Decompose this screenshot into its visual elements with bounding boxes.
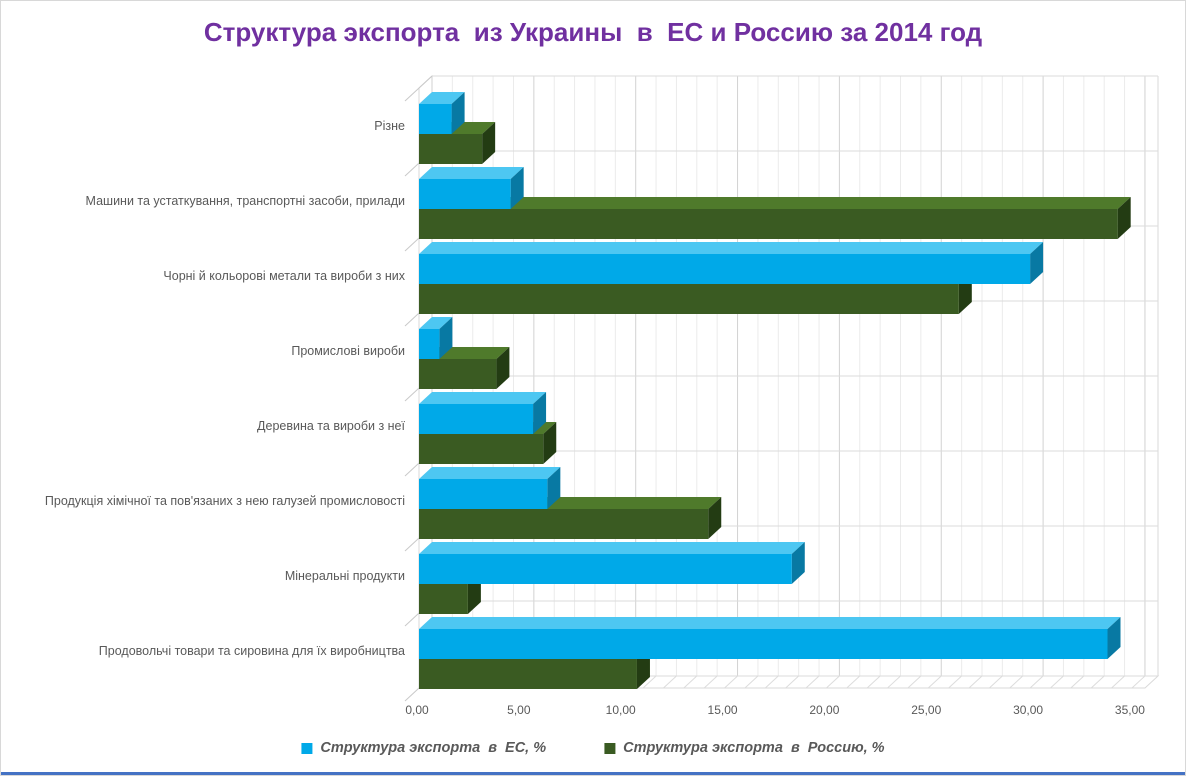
category-label: Чорні й кольорові метали та вироби з них [163, 268, 405, 283]
bars [419, 92, 1131, 689]
legend-item-russia: Структура экспорта в Россию, % [604, 740, 885, 756]
category-label: Мінеральні продукти [284, 568, 405, 583]
bottom-accent-line [1, 772, 1185, 775]
category-label: Продовольчі товари та сировина для їх ви… [98, 643, 405, 658]
category-label: Машини та устаткування, транспортні засо… [85, 193, 405, 208]
category-label: Деревина та вироби з неї [257, 418, 405, 433]
legend: Структура экспорта в ЕС, % Структура экс… [301, 740, 885, 756]
legend-label-russia: Структура экспорта в Россию, % [623, 740, 885, 756]
legend-label-eu: Структура экспорта в ЕС, % [320, 740, 547, 756]
bar-eu [419, 617, 1121, 659]
bar-eu [419, 92, 465, 134]
x-axis-tick: 0,00 [405, 703, 429, 717]
bar-eu [419, 542, 805, 584]
bar-eu [419, 167, 524, 209]
x-axis-tick: 35,00 [1114, 703, 1145, 717]
legend-item-eu: Структура экспорта в ЕС, % [301, 740, 546, 756]
category-label: Продукція хімічної та пов'язаних з нею г… [44, 493, 405, 508]
chart-title: Структура экспорта из Украины в ЕС и Рос… [203, 17, 983, 47]
x-axis-tick: 5,00 [507, 703, 531, 717]
x-axis-tick: 30,00 [1013, 703, 1044, 717]
plot-walls [417, 74, 1160, 690]
x-axis-tick: 20,00 [809, 703, 840, 717]
legend-swatch-russia [604, 742, 616, 754]
bar-russia [419, 572, 481, 614]
bar-eu [419, 467, 561, 509]
bar-russia [419, 197, 1131, 239]
gridlines [431, 75, 1158, 677]
x-axis-tick: 25,00 [911, 703, 942, 717]
legend-swatch-eu [301, 742, 313, 754]
x-axis-tick: 10,00 [605, 703, 636, 717]
category-label: Різне [374, 118, 405, 133]
bar-eu [419, 392, 547, 434]
bar-eu [419, 317, 453, 359]
bar-eu [419, 242, 1044, 284]
plot-area [404, 74, 1160, 702]
category-label: Промислові вироби [291, 343, 405, 358]
x-axis-tick: 15,00 [707, 703, 738, 717]
